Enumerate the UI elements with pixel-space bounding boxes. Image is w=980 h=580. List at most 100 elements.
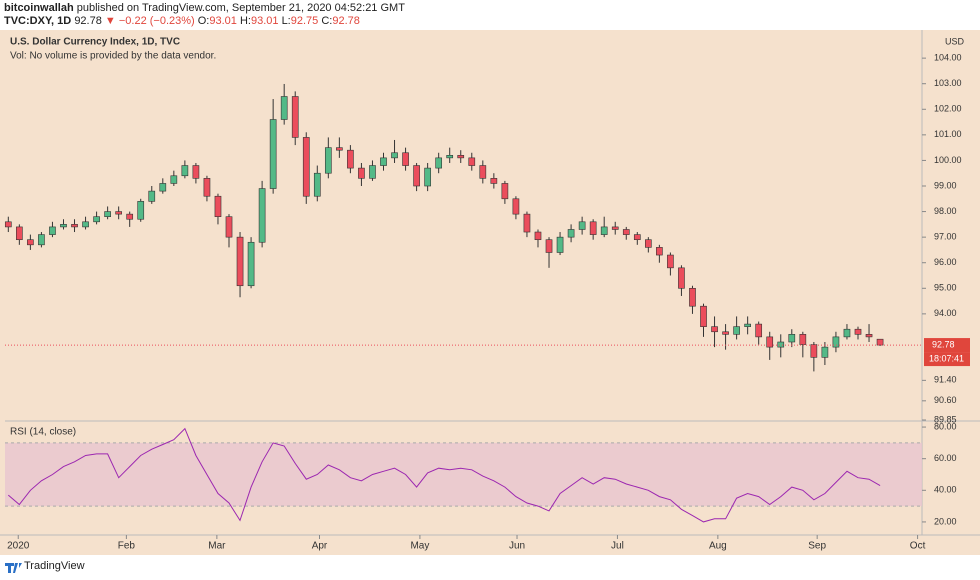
y-tick-label: 40.00 — [934, 485, 957, 495]
candle-body — [369, 165, 376, 179]
candle-body — [391, 152, 398, 159]
candle-body — [578, 221, 586, 230]
candle-body — [324, 147, 332, 174]
x-tick-label: Mar — [208, 541, 226, 552]
candle-body — [181, 165, 189, 177]
y-tick-label: 101.00 — [934, 129, 962, 139]
candle-body — [788, 334, 796, 343]
candle-body — [424, 167, 431, 187]
candle-body — [667, 254, 674, 269]
candle-body — [214, 195, 222, 217]
ohlc-value: 93.01 — [209, 15, 237, 27]
candle-body — [137, 201, 145, 220]
candle-body — [435, 157, 443, 169]
ohlc-value: 92.75 — [290, 15, 319, 27]
candle-body — [291, 96, 299, 138]
candle-body — [600, 226, 608, 235]
candle-body — [501, 183, 509, 200]
y-tick-label: 102.00 — [934, 104, 962, 114]
candle-body — [49, 226, 56, 235]
candle-body — [82, 221, 89, 228]
candle-body — [678, 267, 685, 289]
candle-body — [258, 188, 266, 243]
y-tick-label: 103.00 — [934, 78, 962, 88]
candle-body — [744, 323, 751, 327]
ohlc-key: O: — [197, 15, 210, 27]
brand-text: TradingView — [24, 560, 85, 572]
candle-body — [700, 305, 707, 327]
candle-body — [126, 213, 134, 220]
candle-body — [479, 165, 487, 179]
symbol: TVC:DXY, 1D — [4, 15, 72, 27]
candle-body — [4, 221, 12, 228]
rsi-line — [7, 427, 881, 523]
y-tick-label: 91.40 — [934, 375, 957, 385]
last-price-box — [924, 338, 970, 353]
ohlc-value: 93.01 — [250, 15, 279, 27]
candle-body — [336, 147, 343, 151]
x-tick-label: Sep — [808, 541, 826, 552]
candle-body — [755, 323, 763, 338]
candle-body — [633, 234, 641, 241]
x-tick-label: 2020 — [7, 541, 30, 552]
candle-body — [148, 190, 156, 202]
candle-body — [656, 247, 663, 256]
countdown-label: 18:07:41 — [929, 353, 964, 363]
x-tick-label: Jul — [611, 541, 624, 552]
rsi-title: RSI (14, close) — [10, 427, 76, 438]
candle-body — [545, 239, 553, 253]
y-tick-label: 80.00 — [934, 421, 957, 431]
ohlc-key: H: — [239, 15, 251, 27]
y-tick-label: 99.00 — [934, 180, 957, 190]
candle-body — [38, 234, 45, 246]
candle-body — [832, 336, 840, 348]
y-tick-label: 94.00 — [934, 308, 957, 318]
candle-body — [689, 287, 696, 307]
y-tick-label: 90.60 — [934, 395, 957, 405]
candle-body — [523, 213, 531, 233]
candle-body — [766, 336, 774, 348]
candle-body — [567, 229, 575, 238]
candle-body — [115, 211, 122, 215]
rsi-band — [5, 442, 922, 507]
candle-body — [733, 326, 740, 335]
candle-body — [413, 165, 420, 187]
x-tick-label: Apr — [312, 541, 328, 552]
candle-body — [854, 328, 862, 335]
candle-body — [247, 241, 255, 287]
candle-body — [203, 178, 211, 197]
candle-body — [876, 338, 884, 346]
candle-body — [402, 152, 409, 166]
candle-body — [490, 178, 498, 184]
x-tick-label: Oct — [910, 541, 926, 552]
candle-body — [810, 344, 818, 358]
candle-body — [93, 216, 100, 223]
candle-body — [468, 157, 476, 166]
ohlc: O:93.01 H:93.01 L:92.75 C:92.78 — [198, 15, 360, 27]
candle-body — [711, 326, 718, 333]
candle-body — [16, 226, 23, 241]
candle-body — [722, 331, 729, 335]
candle-body — [799, 334, 807, 345]
y-tick-label: 89.85 — [934, 414, 957, 424]
candle-body — [446, 155, 454, 159]
price: 92.78 — [74, 15, 102, 27]
candle-body — [60, 224, 67, 228]
ohlc-key: C: — [321, 15, 333, 27]
countdown-box — [924, 352, 970, 367]
x-tick-label: Feb — [118, 541, 136, 552]
header-line: TVC:DXY, 1D 92.78 ▼ −0.22 (−0.23%) O:93.… — [4, 15, 360, 27]
candle-body — [821, 346, 829, 358]
y-tick-label: 96.00 — [934, 257, 957, 267]
x-tick-label: Aug — [709, 541, 727, 552]
candle-body — [104, 211, 111, 217]
y-tick-label: 104.00 — [934, 53, 962, 63]
candle-body — [589, 221, 597, 235]
ohlc-value: 92.78 — [332, 15, 360, 27]
candle-body — [534, 231, 542, 241]
y-tick-label: 100.00 — [934, 155, 962, 165]
candle-body — [71, 224, 78, 228]
x-tick-label: May — [410, 541, 429, 552]
